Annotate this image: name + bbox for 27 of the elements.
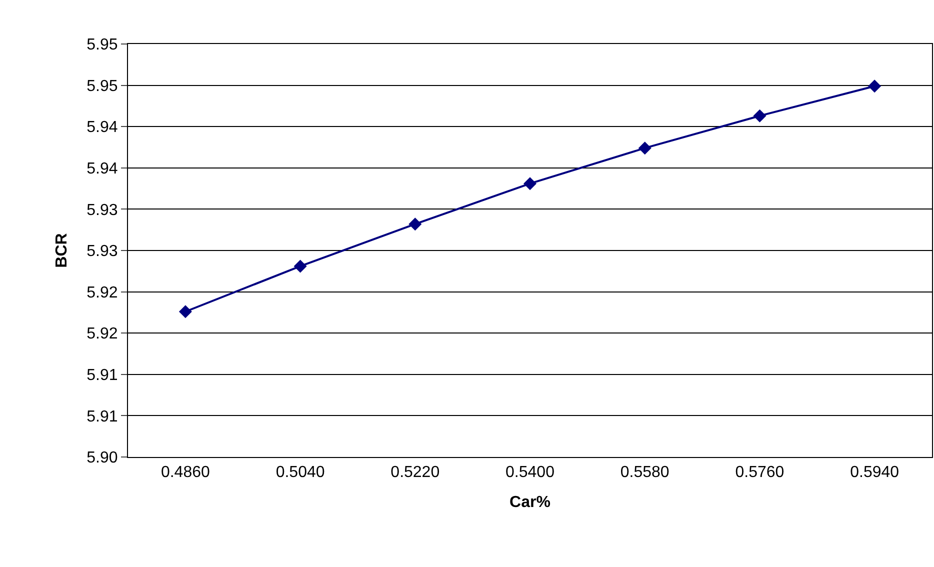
y-tick-label: 5.95 bbox=[86, 36, 118, 54]
x-tick-label: 0.5040 bbox=[276, 464, 325, 482]
y-tick-label: 5.94 bbox=[86, 160, 118, 178]
y-tick-label: 5.93 bbox=[86, 243, 118, 260]
x-tick-label: 0.5940 bbox=[850, 464, 900, 482]
x-tick-label: 0.5760 bbox=[735, 464, 784, 482]
point bbox=[408, 218, 422, 231]
x-tick-label: 0.5400 bbox=[506, 464, 555, 482]
x-axis-title: Car% bbox=[510, 494, 550, 511]
y-tick-label: 5.92 bbox=[86, 326, 118, 343]
point bbox=[178, 305, 192, 318]
y-tick-label: 5.91 bbox=[86, 408, 118, 426]
point bbox=[868, 80, 882, 93]
y-tick-label: 5.92 bbox=[86, 284, 118, 302]
x-tick-label: 0.5580 bbox=[620, 464, 670, 482]
x-tick-label: 0.4860 bbox=[160, 464, 210, 482]
point bbox=[753, 109, 766, 122]
y-tick-label: 5.91 bbox=[86, 367, 118, 384]
point bbox=[524, 177, 536, 190]
x-tick-label: 0.5220 bbox=[390, 464, 440, 482]
point bbox=[294, 260, 307, 273]
y-tick-label: 5.95 bbox=[86, 78, 118, 95]
y-axis-title: BCR bbox=[54, 232, 71, 268]
y-tick-label: 5.94 bbox=[86, 119, 118, 136]
y-tick-label: 5.93 bbox=[86, 202, 118, 219]
point bbox=[638, 142, 652, 155]
y-tick-label: 5.90 bbox=[86, 450, 118, 467]
